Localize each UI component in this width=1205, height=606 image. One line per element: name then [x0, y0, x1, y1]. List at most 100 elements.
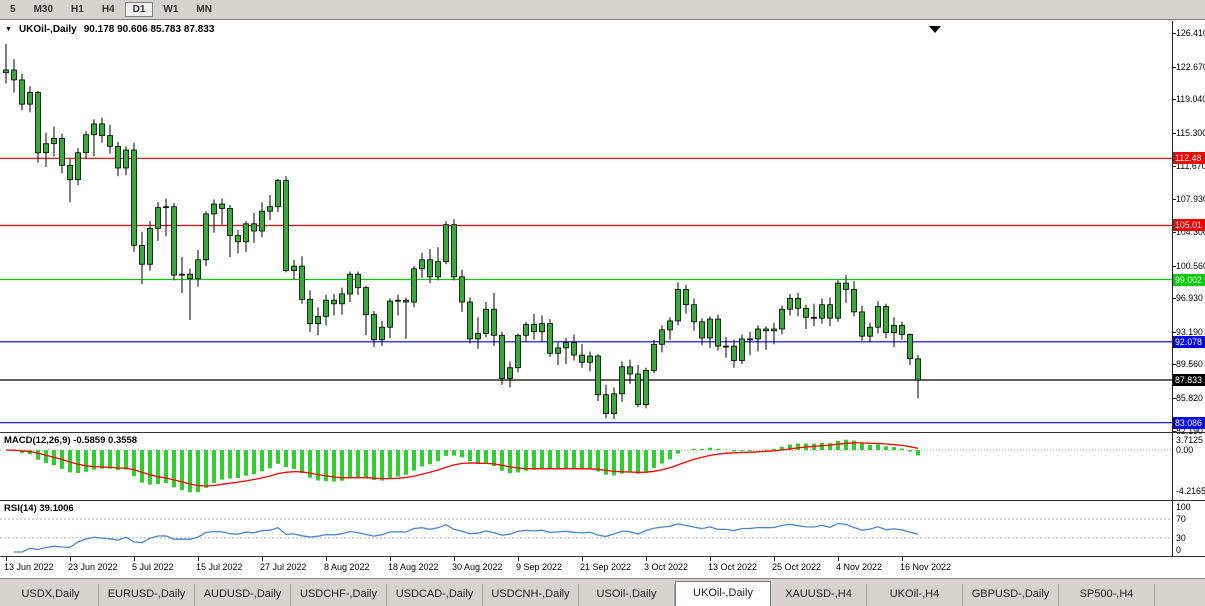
macd-scale-label: 3.7125: [1176, 435, 1203, 445]
time-tick: [518, 557, 519, 561]
price-tick: [1172, 199, 1176, 200]
time-tick-label: 23 Jun 2022: [68, 562, 118, 572]
price-scale[interactable]: 126.410 122.670 119.040 115.300 111.670 107.9…: [0, 21, 1205, 578]
time-tick: [134, 557, 135, 561]
price-tick: [1172, 99, 1176, 100]
time-tick-label: 15 Jul 2022: [196, 562, 243, 572]
chart-tab-gbpusd-daily[interactable]: GBPUSD-,Daily: [963, 584, 1059, 606]
price-level-badge: 92.078: [1173, 336, 1205, 348]
price-tick-label: 104.300: [1176, 227, 1205, 237]
chart-tab-usdcnh-daily[interactable]: USDCNH-,Daily: [483, 584, 579, 606]
pane-separator[interactable]: [0, 432, 1205, 433]
price-pane[interactable]: [0, 21, 1172, 432]
rsi-scale-label: 70: [1176, 514, 1186, 524]
price-tick: [1172, 133, 1176, 134]
chart-tab-eurusd-daily[interactable]: EURUSD-,Daily: [99, 584, 195, 606]
time-tick: [390, 557, 391, 561]
symbol-dropdown-icon[interactable]: ▼: [5, 26, 12, 33]
price-tick-label: 107.930: [1176, 194, 1205, 204]
price-tick: [1172, 232, 1176, 233]
time-tick: [646, 557, 647, 561]
price-tick-label: 89.560: [1176, 359, 1203, 369]
chart-tab-usdx-daily[interactable]: USDX,Daily: [3, 584, 99, 606]
time-tick: [774, 557, 775, 561]
time-tick-label: 5 Jul 2022: [132, 562, 174, 572]
price-level-badge: 105.01: [1173, 219, 1205, 231]
price-tick: [1172, 332, 1176, 333]
symbol-timeframe-label: UKOil-,Daily: [18, 24, 77, 35]
timeframe-button-5[interactable]: 5: [10, 4, 16, 15]
rsi-scale-label: 100: [1176, 502, 1191, 512]
chart-tab-sp500-h4[interactable]: SP500-,H4: [1059, 584, 1155, 606]
price-level-badge: 87.833: [1173, 374, 1205, 386]
macd-histogram: [12, 439, 920, 493]
candlestick-series: [3, 43, 921, 419]
time-tick-label: 13 Jun 2022: [4, 562, 54, 572]
chart-tab-audusd-daily[interactable]: AUDUSD-,Daily: [195, 584, 291, 606]
macd-signal-line: [5, 442, 919, 487]
pane-separator[interactable]: [0, 556, 1205, 557]
price-tick-label: 122.670: [1176, 62, 1205, 72]
price-tick: [1172, 166, 1176, 167]
price-scale-border: [1172, 21, 1173, 557]
time-tick: [710, 557, 711, 561]
price-tick-label: 111.670: [1176, 161, 1205, 171]
rsi-scale-label: 0: [1176, 545, 1181, 555]
pane-separator[interactable]: [0, 500, 1205, 501]
price-level-badge: 112.48: [1173, 152, 1205, 164]
macd-scale-label: 0.00: [1176, 445, 1194, 455]
timeframe-button-w1[interactable]: W1: [163, 4, 179, 15]
timeframe-button-h4[interactable]: H4: [101, 4, 115, 15]
time-tick: [70, 557, 71, 561]
chart-tab-usoil-daily[interactable]: USOil-,Daily: [579, 584, 675, 606]
price-tick: [1172, 298, 1176, 299]
time-tick-label: 21 Sep 2022: [580, 562, 632, 572]
time-tick-label: 30 Aug 2022: [452, 562, 503, 572]
time-tick: [902, 557, 903, 561]
price-level-badge: 99.002: [1173, 274, 1205, 286]
chart-tab-xauusd-h4[interactable]: XAUUSD-,H4: [771, 584, 867, 606]
macd-pane[interactable]: [0, 433, 1172, 500]
time-tick: [262, 557, 263, 561]
time-axis[interactable]: 13 Jun 2022 23 Jun 2022 5 Jul 2022 15 Jul 2…: [0, 21, 1205, 578]
time-tick-label: 3 Oct 2022: [644, 562, 689, 572]
chart-tab-ukoil-h4[interactable]: UKOil-,H4: [867, 584, 963, 606]
time-tick: [6, 557, 7, 561]
price-tick: [1172, 33, 1176, 34]
price-tick-label: 93.190: [1176, 327, 1203, 337]
chart-tab-usdchf-daily[interactable]: USDCHF-,Daily: [291, 584, 387, 606]
rsi-line: [14, 522, 919, 553]
price-tick-label: 115.300: [1176, 128, 1205, 138]
macd-indicator-label: MACD(12,26,9) -0.5859 0.3558: [4, 435, 138, 446]
time-tick-label: 8 Aug 2022: [324, 562, 370, 572]
timeframe-toolbar: 5 M30 H1 H4 D1 W1 MN: [0, 0, 1205, 20]
price-tick: [1172, 398, 1176, 399]
price-tick: [1172, 431, 1176, 432]
timeframe-button-m30[interactable]: M30: [33, 4, 54, 15]
timeframe-button-mn[interactable]: MN: [196, 4, 212, 15]
price-tick: [1172, 67, 1176, 68]
timeframe-button-d1[interactable]: D1: [124, 2, 154, 17]
time-tick-label: 25 Oct 2022: [772, 562, 822, 572]
macd-scale-label: -4.2165: [1176, 486, 1205, 496]
timeframe-button-h1[interactable]: H1: [71, 4, 84, 15]
rsi-pane[interactable]: [0, 501, 1172, 556]
chart-tab-ukoil-daily[interactable]: UKOil-,Daily: [675, 581, 771, 606]
time-tick: [326, 557, 327, 561]
time-tick-label: 13 Oct 2022: [708, 562, 758, 572]
chart-area[interactable]: ▼ UKOil-,Daily 90.178 90.606 85.783 87.8…: [0, 21, 1205, 578]
price-tick-label: 85.820: [1176, 393, 1203, 403]
price-tick: [1172, 266, 1176, 267]
shift-end-marker-icon[interactable]: [929, 26, 941, 33]
time-tick: [198, 557, 199, 561]
price-tick-label: 126.410: [1176, 28, 1205, 38]
chart-header: ▼ UKOil-,Daily 90.178 90.606 85.783 87.8…: [5, 24, 214, 35]
time-tick: [582, 557, 583, 561]
time-tick-label: 4 Nov 2022: [836, 562, 883, 572]
price-level-badge: 83.086: [1173, 417, 1205, 429]
time-tick-label: 9 Sep 2022: [516, 562, 563, 572]
chart-tab-usdcad-daily[interactable]: USDCAD-,Daily: [387, 584, 483, 606]
rsi-indicator-label: RSI(14) 39.1006: [4, 503, 74, 514]
price-tick-label: 96.930: [1176, 293, 1203, 303]
